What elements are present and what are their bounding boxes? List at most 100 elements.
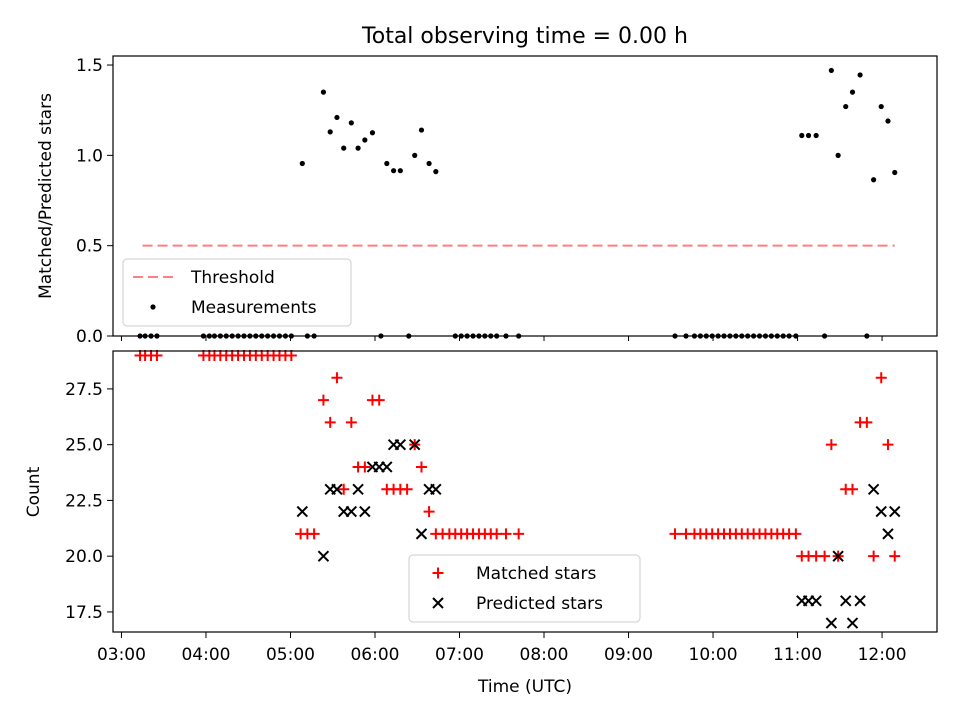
y-tick-label: 27.5 (65, 380, 103, 400)
measurement-point (843, 103, 849, 110)
predicted-star-marker (317, 550, 330, 562)
predicted-star-marker (889, 505, 901, 518)
measurement-point (426, 160, 432, 167)
legend-label: Matched stars (476, 564, 596, 584)
matched-star-marker (423, 506, 435, 518)
predicted-star-marker (875, 505, 887, 518)
predicted-star-marker (352, 483, 364, 495)
legend-label: Measurements (191, 298, 317, 318)
matched-star-marker (861, 416, 873, 428)
matched-star-marker (889, 550, 901, 562)
measurement-point (412, 152, 418, 158)
measurement-point (418, 127, 425, 133)
ratio-panel: 0.0 0.5 1.0 1.5 Threshold Measurements (76, 55, 938, 347)
measurement-point (299, 160, 305, 167)
x-tick-label: 10:00 (689, 645, 738, 665)
matched-star-marker (331, 372, 343, 384)
matched-star-marker (401, 483, 413, 495)
predicted-star-marker (331, 483, 343, 495)
measurement-point (327, 129, 333, 135)
measurement-point (384, 160, 390, 167)
x-tick-label: 09:00 (604, 645, 653, 665)
measurement-point (334, 114, 340, 121)
matched-star-marker (846, 483, 858, 495)
x-tick-label: 03:00 (97, 645, 146, 665)
predicted-star-marker (381, 461, 393, 473)
matched-star-marker (825, 439, 837, 451)
predicted-star-marker (409, 438, 421, 451)
measurement-point (355, 145, 361, 151)
measurement-point (828, 67, 834, 74)
matched-star-marker (882, 439, 894, 451)
legend-predicted-swatch (432, 597, 444, 609)
measurement-point (835, 152, 841, 158)
measurement-point (369, 130, 376, 136)
matched-star-marker (151, 349, 163, 361)
predicted-star-marker (832, 550, 844, 562)
matched-star-marker (317, 394, 329, 406)
count-panel: 17.5 20.0 22.5 25.0 27.5 03:00 04:00 05:00 06:00… (65, 349, 938, 665)
predicted-star-marker (345, 505, 358, 518)
matched-star-marker (500, 528, 512, 540)
x-tick-label: 05:00 (266, 645, 315, 665)
legend-box (122, 258, 352, 327)
matched-star-marker (308, 528, 320, 540)
predicted-star-marker (854, 595, 866, 607)
y-tick-label: 20.0 (65, 547, 103, 567)
matched-star-marker (819, 550, 831, 562)
predicted-star-marker (359, 505, 371, 518)
chart-title: Total observing time = 0.00 h (361, 24, 688, 49)
matched-star-marker (373, 394, 385, 406)
predicted-star-marker (846, 617, 859, 629)
matched-star-marker (415, 461, 427, 473)
x-tick-label: 06:00 (350, 645, 399, 665)
x-tick-label: 07:00 (435, 645, 484, 665)
x-tick-label: 12:00 (858, 645, 907, 665)
predicted-star-marker (296, 505, 309, 518)
y-tick-label: 17.5 (65, 603, 103, 623)
matched-star-marker (513, 528, 525, 540)
legend-matched-swatch (432, 567, 444, 579)
x-tick-label: 08:00 (520, 645, 569, 665)
predicted-star-marker (430, 483, 442, 495)
y-tick-label: 22.5 (65, 491, 103, 511)
measurement-point (885, 118, 891, 124)
matched-star-marker (285, 349, 297, 361)
legend-measurement-swatch (150, 304, 156, 310)
predicted-star-marker (810, 595, 822, 607)
y-tick-label: 0.0 (76, 327, 103, 347)
matched-star-marker (359, 461, 371, 473)
matched-star-marker (868, 550, 880, 562)
measurement-point (892, 169, 898, 176)
measurement-point (871, 177, 877, 183)
predicted-star-marker (882, 528, 894, 540)
measurement-point (397, 168, 403, 174)
top-axes-frame (112, 55, 938, 337)
measurement-point (348, 120, 354, 126)
measurement-point (362, 137, 368, 143)
predicted-star-marker (825, 617, 838, 629)
matched-star-marker (790, 528, 802, 540)
x-tick-label: 11:00 (773, 645, 822, 665)
matched-star-marker (345, 416, 357, 428)
measurement-point (878, 103, 884, 110)
predicted-star-marker (867, 483, 880, 495)
matched-star-marker (324, 416, 336, 428)
measurement-point (849, 89, 856, 95)
measurement-point (390, 168, 397, 174)
measurement-point (799, 132, 805, 139)
y-tick-label: 25.0 (65, 436, 103, 456)
legend-box (408, 554, 641, 623)
bottom-y-axis-title: Count (24, 466, 44, 517)
y-tick-label: 1.5 (76, 56, 103, 76)
x-axis-title: Time (UTC) (477, 677, 572, 697)
matched-star-marker (491, 528, 503, 540)
bottom-legend: Matched stars Predicted stars (408, 554, 641, 623)
matched-star-marker (338, 483, 350, 495)
predicted-star-marker (415, 528, 428, 540)
bottom-axes-frame (112, 350, 938, 633)
predicted-star-marker (394, 438, 407, 451)
legend-label: Predicted stars (476, 594, 603, 614)
top-legend: Threshold Measurements (122, 258, 352, 327)
